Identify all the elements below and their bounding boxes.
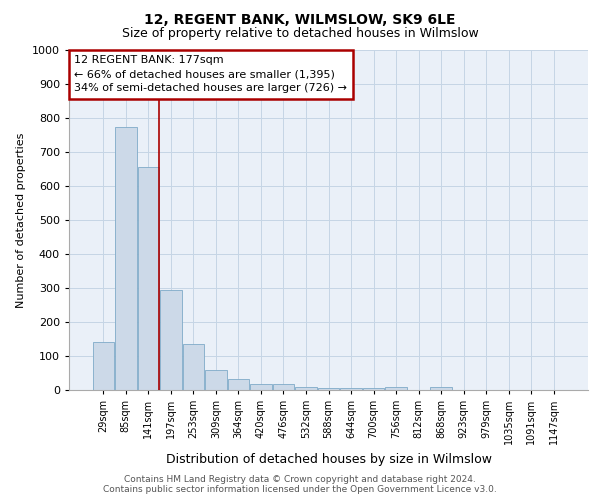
Bar	[115, 126, 137, 390]
Text: 12 REGENT BANK: 177sqm
← 66% of detached houses are smaller (1,395)
34% of semi-: 12 REGENT BANK: 177sqm ← 66% of detached…	[74, 55, 347, 93]
X-axis label: Distribution of detached houses by size in Wilmslow: Distribution of detached houses by size …	[166, 452, 491, 466]
Bar	[385, 386, 407, 390]
Bar	[182, 344, 204, 390]
Text: Size of property relative to detached houses in Wilmslow: Size of property relative to detached ho…	[122, 28, 478, 40]
Bar	[228, 379, 249, 390]
Bar	[250, 384, 272, 390]
Bar	[295, 386, 317, 390]
Bar	[205, 370, 227, 390]
Bar	[430, 386, 452, 390]
Bar	[160, 290, 182, 390]
Bar	[363, 388, 384, 390]
Text: Contains HM Land Registry data © Crown copyright and database right 2024.
Contai: Contains HM Land Registry data © Crown c…	[103, 474, 497, 494]
Y-axis label: Number of detached properties: Number of detached properties	[16, 132, 26, 308]
Bar	[318, 388, 339, 390]
Bar	[340, 388, 362, 390]
Bar	[92, 342, 114, 390]
Bar	[137, 168, 159, 390]
Text: 12, REGENT BANK, WILMSLOW, SK9 6LE: 12, REGENT BANK, WILMSLOW, SK9 6LE	[144, 12, 456, 26]
Bar	[273, 384, 294, 390]
